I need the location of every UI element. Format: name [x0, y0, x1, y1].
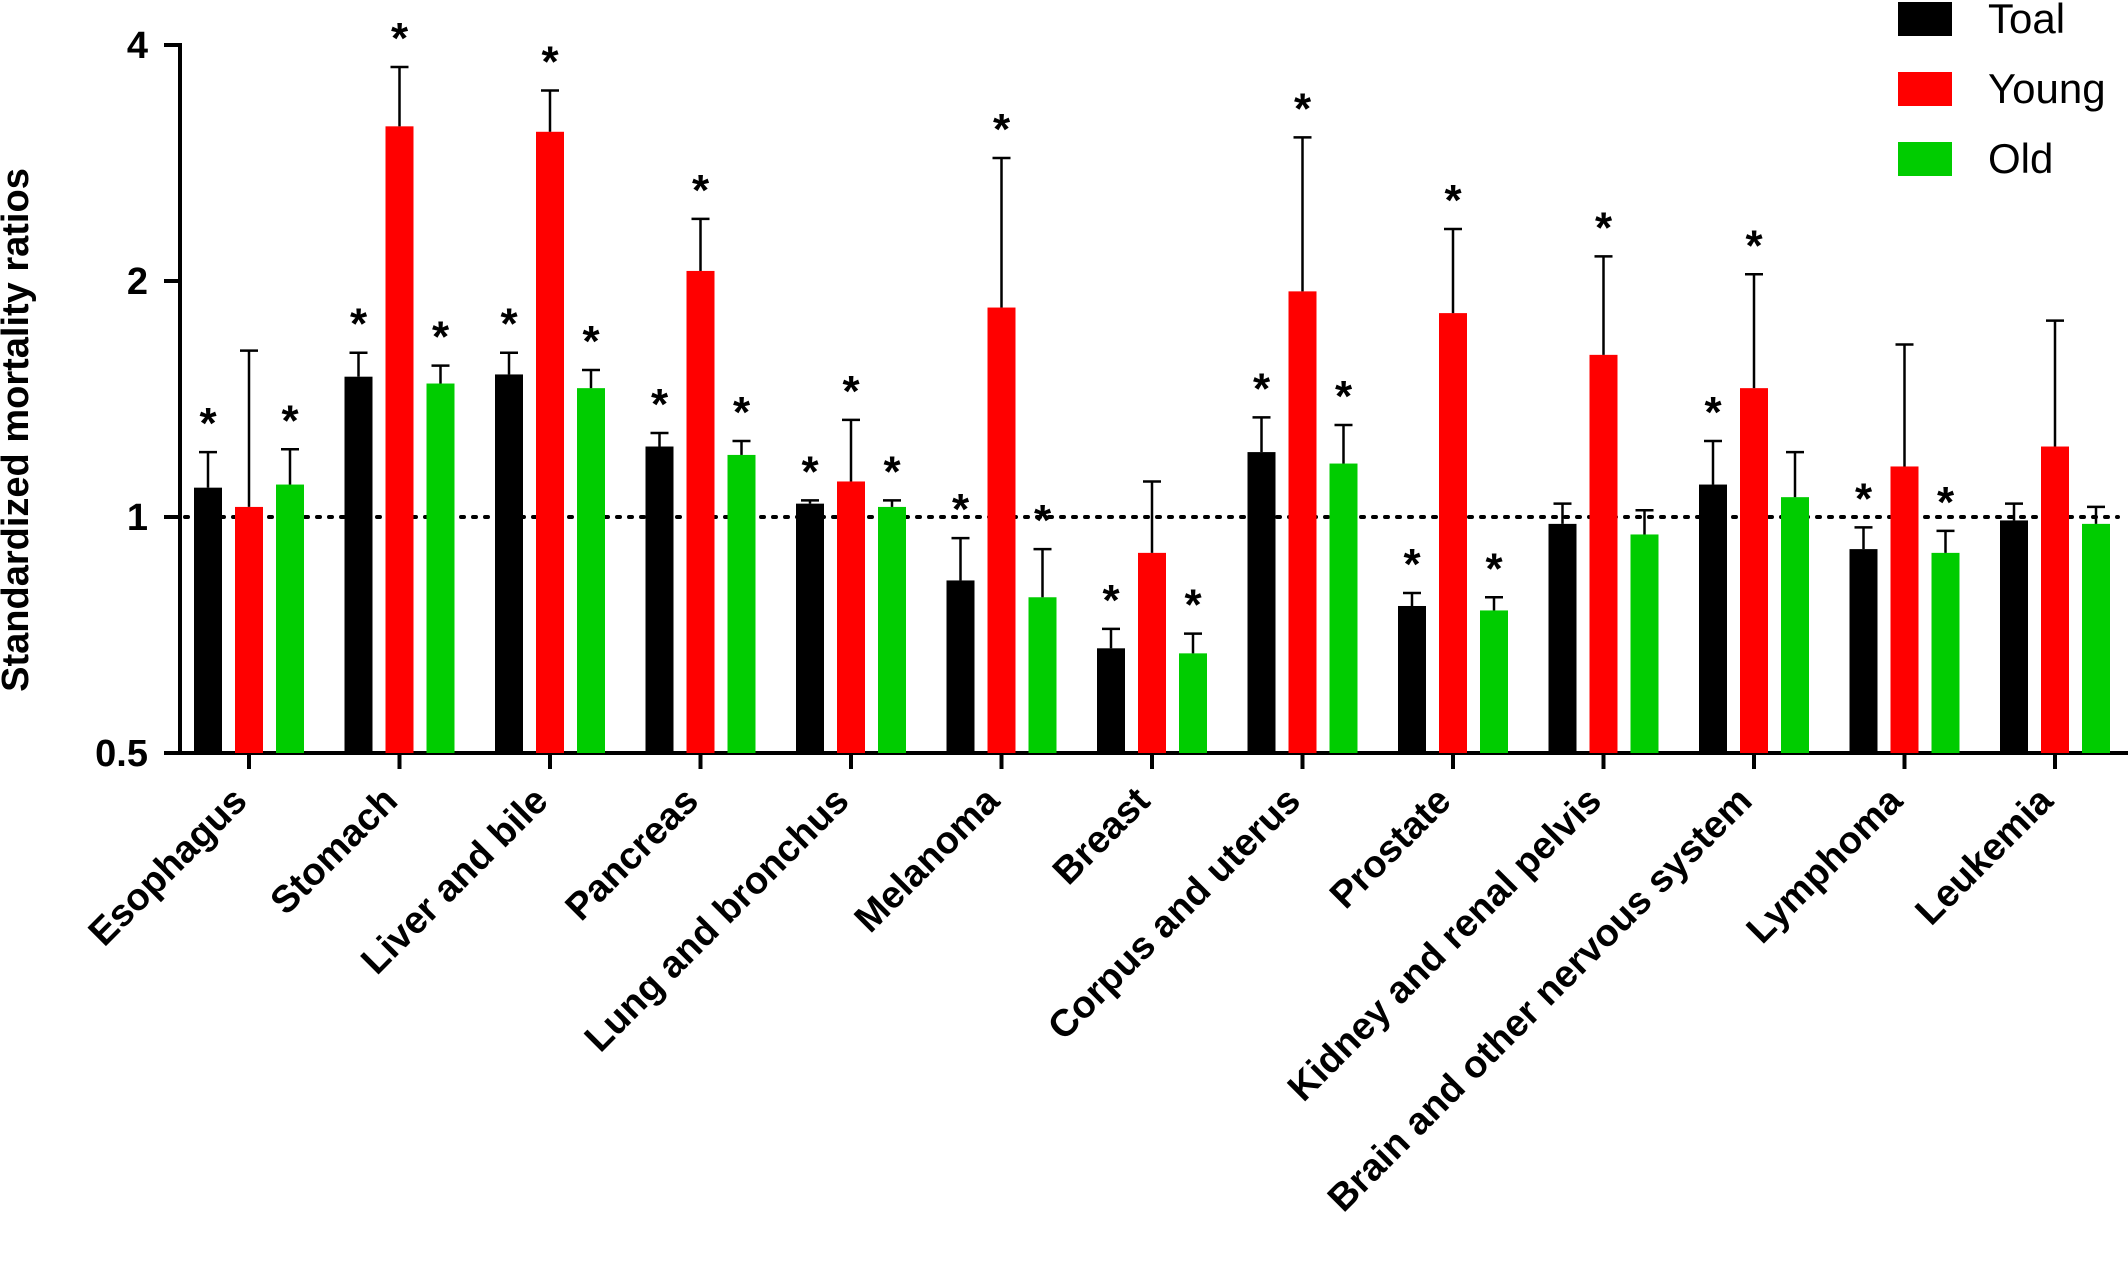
significance-marker: *: [1444, 176, 1462, 225]
significance-marker: *: [350, 300, 368, 349]
bar-old: [1781, 497, 1809, 753]
bar-toal: [1398, 605, 1426, 753]
significance-marker: *: [1704, 388, 1722, 437]
bar-old: [1931, 552, 1960, 753]
significance-marker: *: [692, 166, 710, 215]
y-tick-label: 0.5: [95, 733, 148, 775]
significance-marker: *: [199, 399, 217, 448]
bar-old: [426, 383, 455, 753]
y-tick-label: 1: [127, 497, 148, 539]
significance-marker: *: [842, 367, 860, 416]
bar-toal: [645, 446, 674, 753]
x-tick-label: Pancreas: [558, 780, 707, 929]
bar-toal: [796, 503, 824, 753]
significance-marker: *: [1294, 84, 1312, 133]
bar-old: [1028, 597, 1057, 753]
bar-toal: [495, 374, 523, 753]
significance-marker: *: [1335, 372, 1353, 421]
bar-old: [1329, 463, 1358, 753]
x-tick-label: Esophagus: [81, 780, 256, 955]
x-tick-label: Kidney and renal pelvis: [1280, 780, 1610, 1110]
significance-marker: *: [1485, 544, 1503, 593]
bar-young: [987, 307, 1016, 753]
legend-swatch-toal: [1898, 2, 1952, 36]
significance-marker: *: [281, 396, 299, 445]
bar-young: [385, 126, 414, 753]
bar-young: [686, 270, 715, 753]
bar-old: [878, 506, 906, 753]
x-tick-label: Corpus and uterus: [1040, 780, 1309, 1049]
bar-young: [1589, 354, 1618, 753]
significance-marker: *: [582, 317, 600, 366]
bar-old: [1630, 534, 1659, 753]
significance-marker: *: [952, 485, 970, 534]
y-axis-title: Standardized mortality ratios: [0, 168, 37, 692]
y-tick-label: 4: [127, 25, 148, 67]
bar-toal: [1548, 523, 1577, 753]
significance-marker: *: [1937, 478, 1955, 527]
bar-young: [1138, 552, 1166, 753]
significance-marker: *: [1745, 221, 1763, 270]
bar-old: [276, 484, 304, 753]
significance-marker: *: [733, 388, 751, 437]
bar-toal: [946, 580, 975, 753]
bar-toal: [1247, 452, 1276, 753]
significance-marker: *: [1595, 203, 1613, 252]
x-tick-label: Stomach: [263, 780, 406, 923]
legend-swatch-young: [1898, 72, 1952, 106]
x-tick-label: Lung and bronchus: [577, 780, 857, 1060]
bar-young: [1288, 291, 1317, 753]
bar-young: [235, 506, 263, 753]
bar-toal: [1097, 648, 1125, 753]
bar-toal: [194, 487, 222, 753]
significance-marker: *: [1034, 496, 1052, 545]
significance-marker: *: [1102, 576, 1120, 625]
x-tick-label: Melanoma: [847, 779, 1009, 941]
legend-label-young: Young: [1988, 65, 2106, 112]
significance-marker: *: [1403, 540, 1421, 589]
significance-marker: *: [500, 300, 518, 349]
significance-marker: *: [651, 380, 669, 429]
x-tick-label: Breast: [1045, 779, 1159, 893]
significance-marker: *: [801, 447, 819, 496]
bar-old: [1179, 653, 1207, 753]
bar-toal: [1699, 484, 1727, 753]
significance-marker: *: [883, 447, 901, 496]
x-tick-label: Lymphoma: [1739, 779, 1912, 952]
bar-toal: [344, 376, 373, 753]
bar-old: [577, 388, 605, 753]
significance-marker: *: [1855, 474, 1873, 523]
significance-marker: *: [432, 313, 450, 362]
significance-marker: *: [993, 105, 1011, 154]
significance-marker: *: [1184, 581, 1202, 630]
legend-swatch-old: [1898, 142, 1952, 176]
bar-young: [2041, 446, 2069, 753]
significance-marker: *: [391, 14, 409, 63]
bar-young: [837, 481, 865, 753]
legend-label-old: Old: [1988, 135, 2053, 182]
bar-young: [1890, 466, 1919, 753]
bar-old: [1480, 610, 1508, 753]
bar-toal: [1849, 549, 1878, 753]
bar-old: [727, 454, 756, 753]
bar-young: [536, 131, 564, 754]
x-tick-label: Leukemia: [1908, 779, 2062, 933]
x-tick-label: Prostate: [1322, 780, 1459, 917]
significance-marker: *: [1253, 364, 1271, 413]
bar-toal: [2000, 520, 2028, 753]
bar-young: [1740, 388, 1768, 753]
bar-young: [1439, 313, 1467, 753]
significance-marker: *: [541, 37, 559, 86]
y-tick-label: 2: [127, 261, 148, 303]
legend-label-toal: Toal: [1988, 0, 2065, 42]
bar-old: [2082, 523, 2110, 753]
